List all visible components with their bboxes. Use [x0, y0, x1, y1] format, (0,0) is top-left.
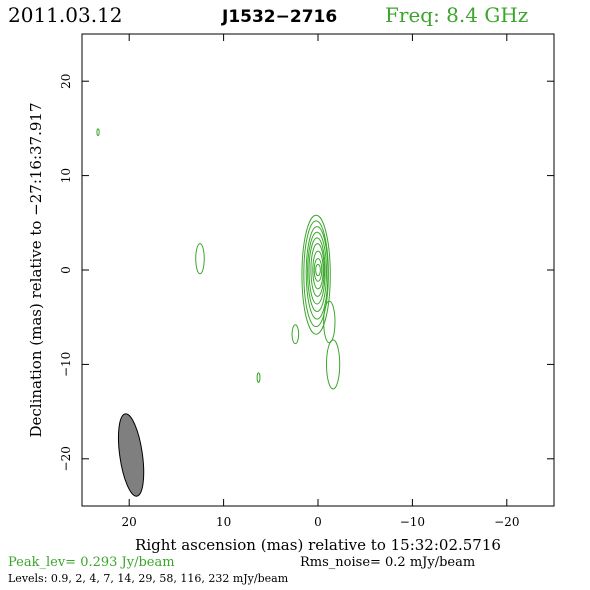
x-tick-label: 0: [314, 515, 322, 529]
feature-contour: [325, 339, 341, 390]
y-tick-label: 10: [59, 168, 73, 183]
feature-contour: [256, 372, 261, 383]
x-tick-label: 10: [216, 515, 231, 529]
peak-level: Peak_lev= 0.293 Jy/beam: [8, 555, 175, 570]
y-axis-label: Declination (mas) relative to −27:16:37.…: [27, 102, 45, 437]
beam-ellipse: [117, 413, 145, 497]
core-contour: [313, 258, 323, 282]
contour-levels: Levels: 0.9, 2, 4, 7, 14, 29, 58, 116, 2…: [8, 572, 289, 585]
core-contour: [308, 237, 326, 305]
feature-contour: [96, 128, 100, 136]
core-contour: [305, 226, 329, 320]
y-tick-label: 20: [59, 74, 73, 89]
feature-contour: [195, 243, 205, 275]
core-contour: [301, 214, 331, 335]
x-tick-label: −20: [494, 515, 519, 529]
core-contour: [315, 263, 321, 277]
y-tick-label: −20: [59, 446, 73, 471]
core-contour: [312, 250, 324, 290]
jet-contour: [323, 300, 336, 344]
y-tick-label: −10: [59, 352, 73, 377]
contour-layer: [96, 128, 341, 497]
y-tick-label: 0: [59, 266, 73, 274]
x-axis-label: Right ascension (mas) relative to 15:32:…: [135, 536, 501, 554]
rms-noise: Rms_noise= 0.2 mJy/beam: [300, 555, 475, 570]
feature-contour: [291, 324, 300, 345]
plot-frame: [81, 33, 555, 507]
axis-ticks: 20 10 0 −10 −20 20 10 0 −10 −20: [59, 34, 554, 529]
frequency-label: Freq: 8.4 GHz: [385, 3, 528, 27]
x-tick-label: 20: [122, 515, 137, 529]
core-contour: [310, 243, 325, 297]
core-contour: [307, 231, 327, 313]
observation-date: 2011.03.12: [8, 3, 123, 27]
source-name: J1532−2716: [221, 7, 337, 27]
x-tick-label: −10: [400, 515, 425, 529]
